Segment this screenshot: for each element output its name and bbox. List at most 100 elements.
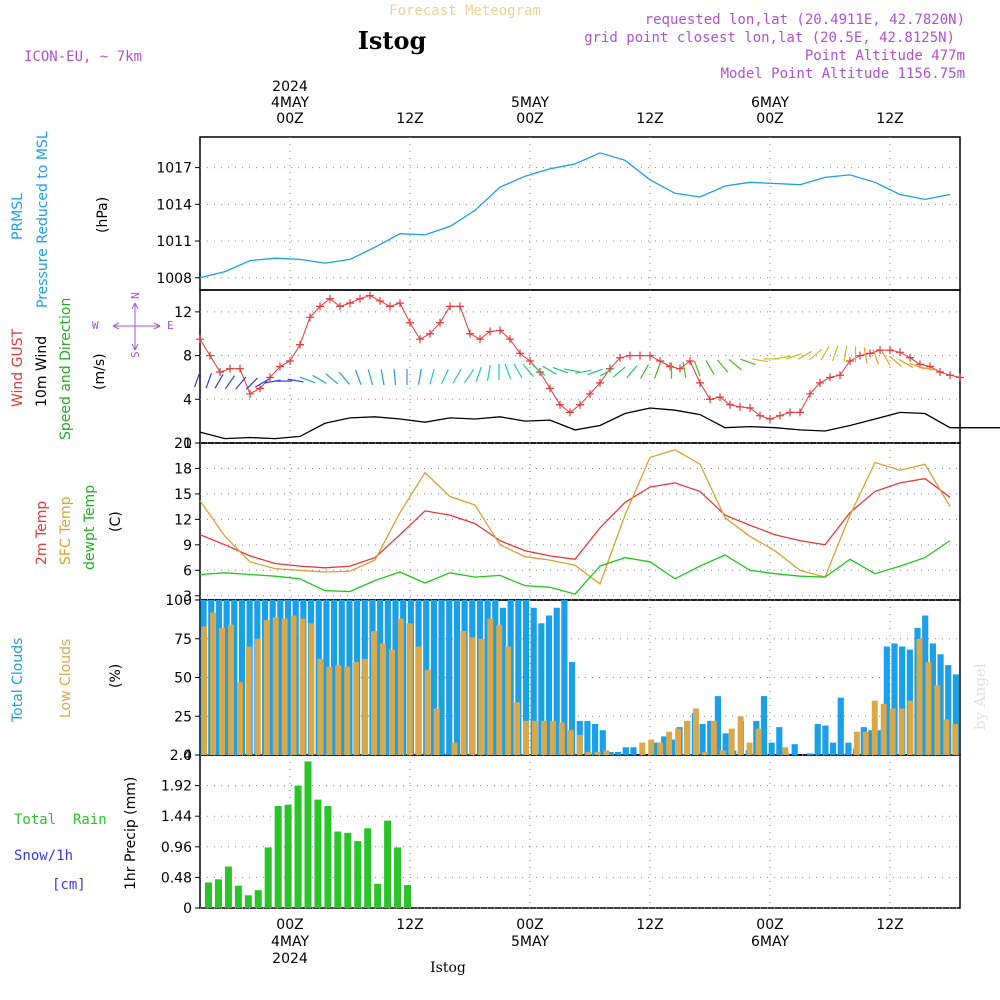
time-label-text: 12Z (876, 111, 903, 127)
total-cloud-bar (384, 600, 391, 755)
gust-marker (746, 404, 754, 413)
low-cloud-bar (719, 750, 726, 755)
wind-arrow (693, 360, 701, 377)
gust-marker (646, 351, 654, 360)
wind-arrow (898, 359, 914, 369)
gust-marker (956, 373, 964, 382)
rain-bar (344, 832, 352, 908)
gust-marker (266, 373, 274, 382)
total-cloud-bar (453, 600, 461, 755)
time-label-text: 00Z (756, 917, 783, 933)
total-cloud-bar (492, 600, 499, 755)
wind-arrow (612, 366, 626, 378)
y-tick-label: 1.44 (161, 809, 192, 825)
wind-arrow (513, 363, 523, 379)
low-cloud-bar (210, 612, 217, 755)
low-cloud-bar (460, 631, 467, 755)
low-cloud-bar (371, 631, 378, 755)
gust-marker (946, 371, 954, 380)
low-cloud-bar (675, 728, 682, 755)
panel-frame (199, 136, 961, 291)
wind-arrow (872, 349, 880, 365)
footer-location: Istog (430, 960, 466, 976)
gust-marker (506, 335, 514, 344)
low-cloud-bar (469, 637, 476, 755)
wind-arrow (599, 367, 615, 377)
gust-marker (766, 414, 774, 423)
total-cloud-bar (530, 607, 537, 755)
gust-marker (676, 364, 684, 373)
gust-marker (626, 351, 634, 360)
total-cloud-bar (231, 600, 238, 755)
gust-marker (226, 364, 234, 373)
total-cloud-bar (277, 600, 284, 755)
gust-marker (936, 367, 944, 376)
low-cloud-bar (532, 720, 538, 755)
total-cloud-bar (952, 674, 959, 755)
time-label-text: 2024 (272, 951, 308, 967)
wind-arrow (797, 350, 813, 360)
rain-bar (294, 785, 302, 908)
low-cloud-bar (540, 720, 547, 755)
total-cloud-bar (707, 720, 714, 755)
wind-arrow (552, 366, 569, 374)
gust-marker (866, 349, 874, 358)
wind-arrow (774, 355, 791, 360)
gust-marker (806, 389, 814, 398)
total-cloud-bar (223, 600, 230, 755)
y-tick-label: 1017 (156, 161, 192, 177)
y-tick-label: 1014 (156, 197, 192, 213)
gust-marker (306, 313, 314, 322)
total-cloud-bar (653, 742, 660, 755)
gust-marker (596, 378, 604, 387)
low-cloud-bar (925, 662, 932, 755)
precip-labels: Total Rain Snow/1h [cm] 1hr Precip (mm) (14, 777, 139, 893)
precip-unit: 1hr Precip (mm) (123, 777, 139, 890)
model-altitude: Model Point Altitude 1156.75m (721, 66, 965, 82)
gust-marker (556, 400, 564, 409)
low-cloud-bar (433, 708, 440, 755)
low-cloud-bar (505, 646, 512, 755)
total-cloud-bar (776, 727, 783, 755)
total-cloud-bar (545, 615, 553, 755)
compass-s: S (129, 351, 142, 358)
compass-w: W (92, 319, 99, 332)
compass-n: N (129, 292, 142, 299)
y-tick-label: 2.4 (170, 748, 192, 764)
total-cloud-bar (945, 665, 952, 755)
low-cloud-bar (317, 658, 324, 755)
low-cloud-bar (254, 638, 261, 755)
low-cloud-bar (219, 627, 226, 755)
wind-arrow (367, 369, 374, 386)
total-cloud-bar (592, 724, 599, 755)
wind-arrow (393, 369, 397, 386)
low-cloud-bar (755, 728, 762, 755)
total-cloud-bar (714, 696, 722, 755)
rain-bar (304, 761, 312, 908)
low-cloud-bar (657, 742, 664, 755)
time-label-text: 12Z (396, 917, 423, 933)
gust-marker (446, 302, 454, 311)
total-cloud-bar (615, 751, 622, 755)
t2m-line (199, 477, 951, 569)
gust-marker (376, 296, 384, 305)
prmsl-label: PRMSL (10, 193, 26, 240)
y-tick-label: 0 (183, 748, 192, 764)
y-tick-label: 21 (174, 436, 192, 452)
tsfc-label: SFC Temp (58, 496, 74, 565)
gust-marker (726, 400, 734, 409)
low-cloud-bar (326, 666, 333, 755)
gust-marker (286, 357, 294, 366)
total-cloud-bar (891, 643, 898, 755)
low-cloud-bar (943, 719, 950, 755)
total-cloud-bar (883, 646, 890, 755)
total-cloud-label: Total Clouds (10, 638, 26, 723)
y-tick-label: 18 (174, 461, 192, 477)
total-cloud-bar (553, 607, 560, 755)
wind-line (199, 407, 1000, 440)
gust-marker (826, 373, 834, 382)
time-label-text: 4MAY (271, 934, 309, 950)
snow-label: Snow/1h (14, 848, 73, 864)
low-cloud-bar (594, 751, 601, 755)
